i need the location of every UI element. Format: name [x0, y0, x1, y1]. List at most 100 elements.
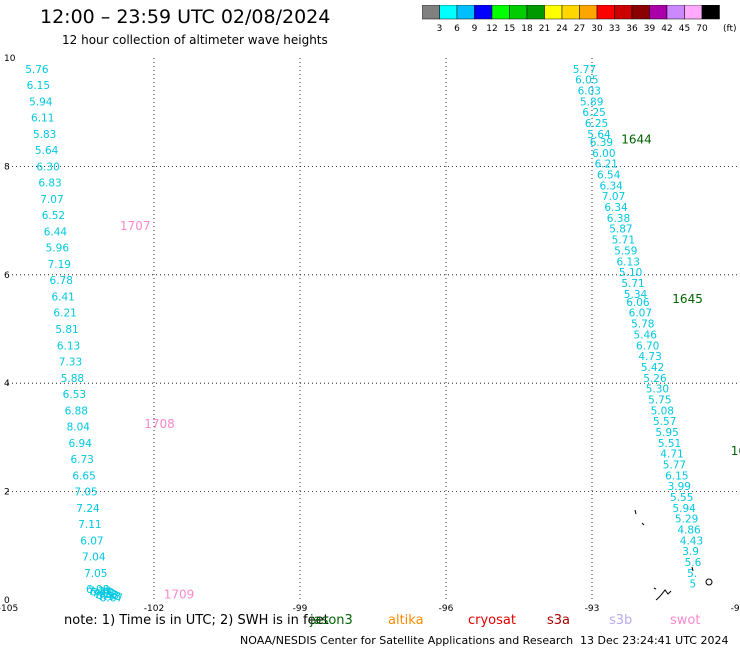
wave-height-point: 7.33	[59, 357, 82, 369]
wave-height-point: 8.04	[67, 422, 91, 434]
wave-height-point: 6.44	[44, 226, 68, 238]
wave-height-point: 5.83	[33, 129, 56, 141]
wave-height-point: 6.38	[607, 213, 630, 225]
y-tick-label: 4	[4, 379, 10, 389]
wave-height-point: 5.51	[658, 438, 681, 450]
wave-height-point: 7.19	[48, 259, 71, 271]
wave-height-point: 5.87	[609, 224, 632, 236]
colorbar-label: 12	[486, 24, 497, 34]
colorbar-unit: (ft)	[723, 24, 737, 34]
wave-height-point: 7.05	[74, 487, 97, 499]
footer-timestamp: 13 Dec 23:24:41 UTC 2024	[580, 634, 729, 647]
x-tick-label: -99	[293, 604, 308, 614]
wave-height-point: 7.23	[88, 585, 111, 597]
wave-height-point: 6.53	[63, 389, 86, 401]
wave-height-point: 6.78	[50, 275, 73, 287]
chart-title: 12:00 – 23:59 UTC 02/08/2024	[40, 6, 331, 28]
wave-height-point: 5.89	[580, 96, 603, 108]
wave-height-point: 5.96	[46, 243, 70, 255]
colorbar-label: 24	[556, 24, 568, 34]
satellite-legend-s3a: s3a	[547, 613, 571, 628]
wave-height-point: 5.77	[573, 64, 596, 76]
chart-subtitle: 12 hour collection of altimeter wave hei…	[62, 33, 328, 47]
footer-credit: NOAA/NESDIS Center for Satellite Applica…	[240, 634, 574, 647]
wave-height-point: 6.41	[51, 291, 74, 303]
colorbar-label: 33	[609, 24, 620, 34]
wave-height-point: 5.95	[655, 427, 678, 439]
wave-height-point: 6.70	[636, 340, 659, 352]
colorbar-legend: 3 6 9 12 15 18 21 24 27 30 33 36 39 42 45 70 (ft)	[422, 5, 737, 34]
time-label: 1707	[120, 219, 151, 233]
wave-height-point: 6.07	[629, 308, 652, 320]
colorbar-swatch	[701, 5, 720, 20]
wave-height-point: 5.55	[670, 492, 693, 504]
colorbar-label: 21	[539, 24, 550, 34]
wave-height-point: 5.94	[672, 503, 696, 515]
wave-height-point: 6.13	[57, 340, 80, 352]
colorbar-label: 70	[696, 24, 708, 34]
x-tick-label: -102	[144, 604, 164, 614]
y-tick-label: 10	[4, 54, 16, 64]
wave-height-point: 6.52	[42, 210, 65, 222]
y-tick-label: 6	[4, 271, 10, 281]
wave-height-point: 6.11	[31, 113, 54, 125]
colorbar-label: 27	[574, 24, 585, 34]
wave-height-point: 5.64	[35, 145, 59, 157]
wave-height-point: 6.06	[626, 297, 650, 309]
time-label: 1644	[621, 132, 652, 146]
wave-height-point: 6.00	[592, 148, 615, 160]
colorbar-label: 42	[661, 24, 672, 34]
colorbar-label: 45	[679, 24, 690, 34]
coastline	[634, 509, 713, 601]
wave-height-point: 4.73	[638, 351, 661, 363]
wave-height-point: 5.64	[587, 129, 611, 141]
colorbar-label: 36	[626, 24, 638, 34]
wave-height-point: 5.42	[641, 362, 664, 374]
wave-height-point: 6.15	[27, 80, 50, 92]
y-tick-label: 2	[4, 488, 10, 498]
colorbar-label: 15	[504, 24, 515, 34]
wave-height-point: 5.	[687, 568, 697, 580]
colorbar-label: 30	[591, 24, 603, 34]
wave-height-point: 6.25	[582, 107, 605, 119]
wave-height-point: 6.94	[69, 438, 93, 450]
wave-height-point: 5.94	[29, 96, 53, 108]
wave-height-point: 5.77	[663, 460, 686, 472]
wave-height-point: 5.71	[621, 278, 644, 290]
wave-height-point: 6.25	[585, 118, 608, 130]
colorbar-label: 9	[472, 24, 478, 34]
wave-height-point: 6.65	[72, 470, 95, 482]
satellite-legend-swot: swot	[670, 613, 701, 628]
time-label: 1708	[144, 417, 175, 431]
wave-height-point: 5.30	[646, 384, 669, 396]
colorbar-label: 18	[521, 24, 533, 34]
altimeter-plot: -105 -102 -99 -96 -93 -90 0 2 4 6 8 10 5.76 6.15 5.94 6…	[0, 54, 740, 614]
wave-height-point: 5	[690, 579, 697, 591]
wave-height-point: 6.34	[599, 180, 623, 192]
wave-height-point: 5.78	[631, 319, 654, 331]
time-label: 1709	[164, 588, 195, 602]
wave-height-point: 5.34	[624, 289, 648, 301]
wave-height-point: 7.28	[94, 589, 117, 601]
wave-height-point: 5.75	[648, 394, 671, 406]
wave-height-point: 6.83	[38, 178, 61, 190]
wave-height-point: 5.76	[25, 64, 49, 76]
wave-height-point: 7.00	[92, 588, 115, 600]
wave-height-point: 3.9	[682, 546, 699, 558]
wave-height-point: 3.99	[668, 481, 691, 493]
wave-height-point: 5.57	[653, 416, 676, 428]
colorbar-label: 39	[644, 24, 656, 34]
wave-height-point: 5.59	[614, 245, 637, 257]
wave-height-point: 6.05	[575, 75, 598, 87]
wave-height-point: 4.86	[677, 525, 701, 537]
wave-height-point: 5.88	[61, 373, 84, 385]
satellite-legend-cryosat: cryosat	[468, 613, 516, 628]
wave-height-point: 7.11	[78, 519, 101, 531]
wave-height-point: 6.15	[665, 470, 688, 482]
x-tick-label: -90	[731, 604, 740, 614]
wave-height-point: 5.81	[55, 324, 78, 336]
wave-height-point: 7.38	[98, 591, 121, 603]
wave-height-point: 6.03	[578, 86, 601, 98]
wave-height-point: 5.10	[619, 267, 642, 279]
y-tick-label: 0	[4, 596, 10, 606]
